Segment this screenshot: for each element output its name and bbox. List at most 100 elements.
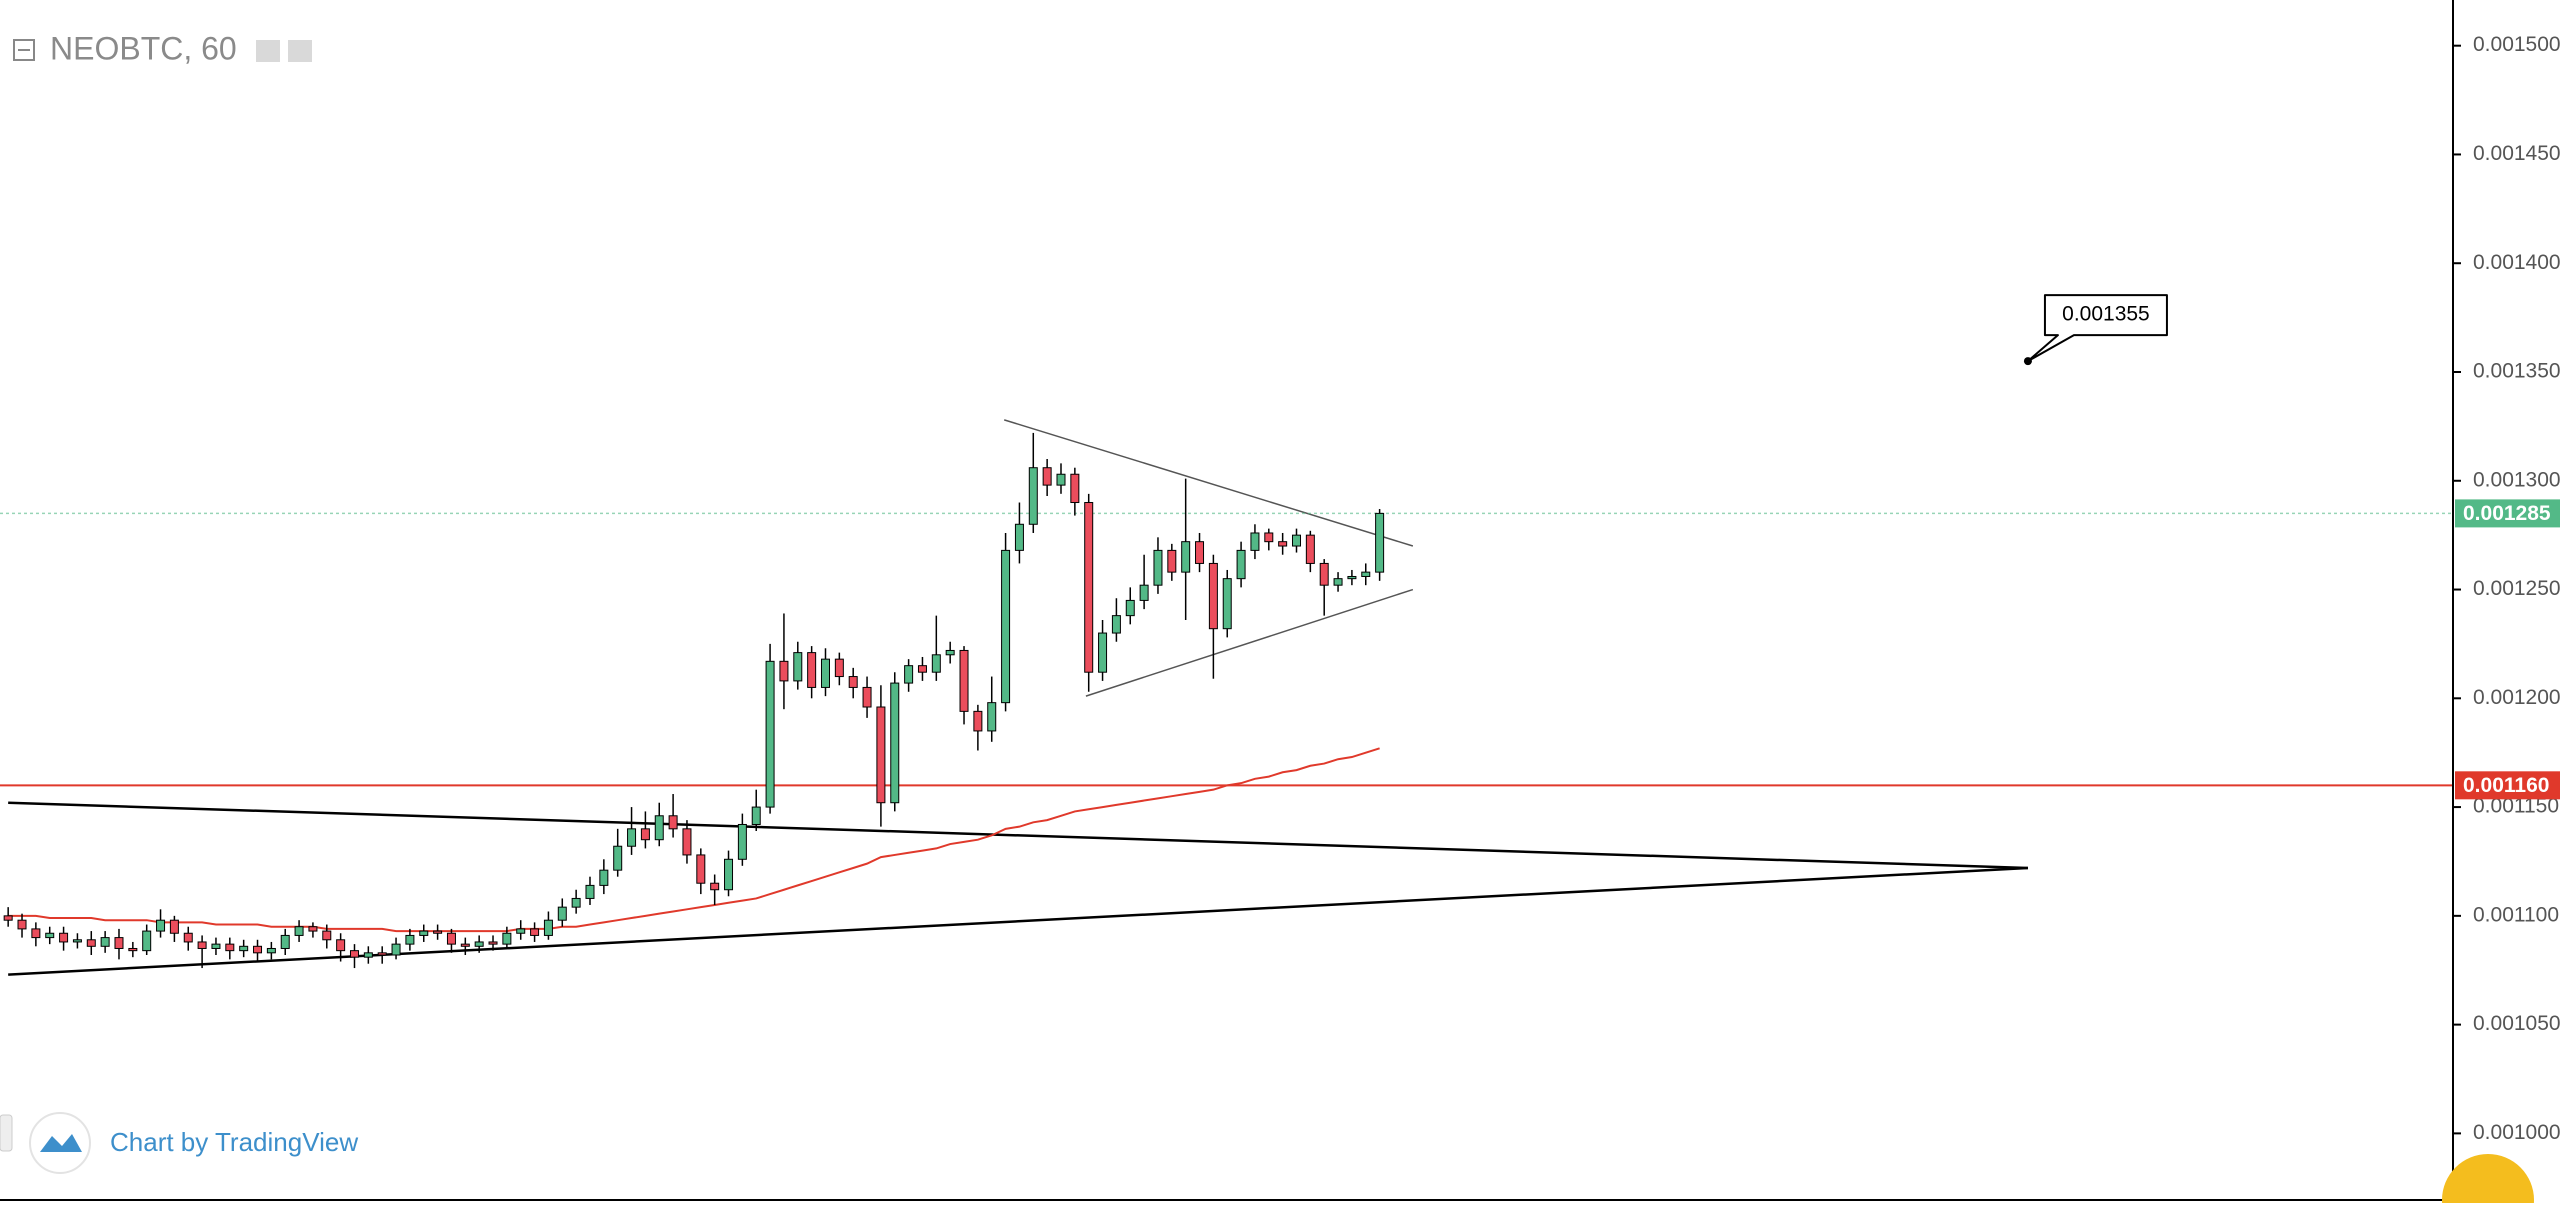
- y-tick-label: 0.001450: [2473, 142, 2560, 165]
- candle-body: [1250, 532, 1260, 551]
- candle-body: [446, 932, 456, 945]
- candle-body: [834, 658, 844, 678]
- candle-body: [211, 943, 221, 949]
- candle-body: [904, 665, 914, 684]
- price-label: 0.001285: [2463, 502, 2551, 525]
- candle-body: [1125, 599, 1135, 617]
- candle-body: [488, 941, 498, 945]
- candle-body: [876, 706, 886, 804]
- candle-body: [1195, 541, 1205, 564]
- candle-body: [1056, 473, 1066, 486]
- y-tick-label: 0.001500: [2473, 33, 2560, 56]
- candle-body: [1098, 632, 1108, 673]
- callout-label: 0.001355: [2062, 303, 2150, 326]
- collapse-icon[interactable]: [13, 39, 35, 61]
- settings-icon[interactable]: [256, 40, 280, 62]
- attribution[interactable]: Chart by TradingView: [110, 1127, 358, 1157]
- price-label-box: [2455, 771, 2560, 800]
- candle-body: [973, 710, 983, 732]
- callout-box: [2026, 294, 2168, 363]
- plot-area: 0.001355: [0, 294, 2453, 976]
- price-label: 0.001160: [2463, 774, 2549, 797]
- candle-body: [987, 702, 997, 732]
- y-tick-label: 0.001050: [2473, 1012, 2560, 1035]
- candle-body: [862, 686, 872, 708]
- candle-body: [1333, 578, 1343, 586]
- candle-body: [807, 652, 817, 688]
- symbol-title: NEOBTC, 60: [50, 30, 237, 66]
- candle-body: [225, 943, 235, 952]
- candle-body: [530, 928, 540, 936]
- trendline: [1085, 588, 1414, 697]
- candle-body: [72, 939, 82, 943]
- format-icon[interactable]: [288, 40, 312, 62]
- candle-body: [349, 950, 359, 958]
- candle-body: [627, 828, 637, 847]
- candle-body: [1111, 615, 1121, 634]
- candle-body: [114, 937, 124, 949]
- candle-body: [1278, 541, 1288, 547]
- candle-body: [308, 926, 318, 932]
- candle-body: [197, 941, 207, 949]
- candle-body: [571, 897, 581, 908]
- candle-body: [1181, 541, 1191, 573]
- candle-body: [654, 815, 664, 841]
- candle-body: [100, 937, 110, 947]
- candle-body: [1139, 584, 1149, 601]
- candle-body: [59, 932, 69, 943]
- candle-body: [1222, 578, 1232, 630]
- candle-body: [433, 930, 443, 934]
- candle-body: [183, 932, 193, 943]
- candle-body: [128, 947, 138, 952]
- candle-body: [280, 934, 290, 949]
- candle-body: [474, 941, 484, 947]
- candle-body: [793, 652, 803, 682]
- candle-body: [1347, 575, 1357, 580]
- y-tick-label: 0.001400: [2473, 251, 2560, 274]
- candle-body: [1319, 562, 1329, 586]
- candle-body: [405, 934, 415, 945]
- candle-body: [1375, 512, 1385, 573]
- chat-button[interactable]: [2442, 1154, 2534, 1208]
- candle-body: [1028, 467, 1038, 525]
- candle-body: [460, 943, 470, 947]
- candle-body: [1014, 523, 1024, 551]
- candle-body: [696, 854, 706, 884]
- tradingview-logo-mark: [40, 1134, 82, 1152]
- candle-body: [668, 815, 678, 830]
- candle-body: [86, 939, 96, 947]
- trendline: [8, 866, 2029, 976]
- candle-body: [543, 919, 553, 936]
- candle-body: [682, 828, 692, 856]
- y-tick-label: 0.001300: [2473, 468, 2560, 491]
- candle-body: [765, 660, 775, 808]
- candle-body: [294, 926, 304, 936]
- candle-body: [502, 932, 512, 945]
- candle-body: [31, 928, 41, 939]
- candle-body: [45, 932, 55, 939]
- candle-body: [169, 919, 179, 934]
- moving-average: [8, 747, 1380, 933]
- candle-body: [17, 919, 27, 930]
- candle-body: [1153, 549, 1163, 586]
- tradingview-logo[interactable]: [29, 1112, 91, 1174]
- candle-body: [599, 869, 609, 886]
- candle-body: [156, 919, 166, 932]
- candle-body: [959, 649, 969, 712]
- candle-body: [516, 928, 526, 934]
- candle-body: [1001, 549, 1011, 704]
- candle-body: [820, 658, 830, 688]
- candle-body: [1291, 534, 1301, 547]
- scroll-left-button[interactable]: [0, 1114, 13, 1152]
- candle-body: [322, 930, 332, 941]
- y-tick-label: 0.001150: [2473, 795, 2559, 818]
- candle-body: [890, 682, 900, 804]
- candle-body: [336, 939, 346, 952]
- candle-body: [3, 915, 13, 921]
- y-tick-label: 0.001250: [2473, 577, 2560, 600]
- candle-body: [419, 930, 429, 936]
- y-tick-label: 0.001350: [2473, 360, 2560, 383]
